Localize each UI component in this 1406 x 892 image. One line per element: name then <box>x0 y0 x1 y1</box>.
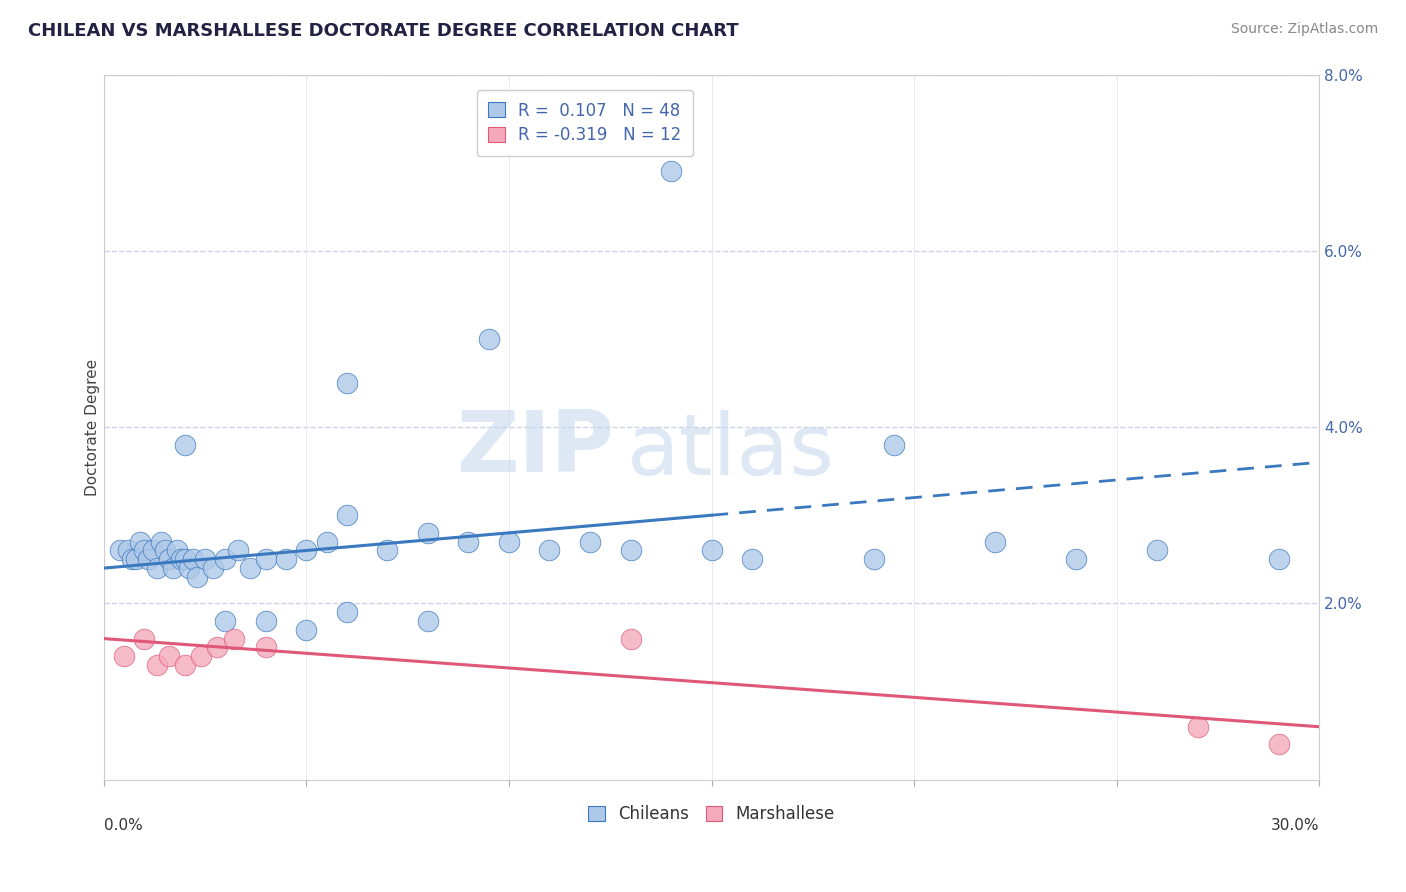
Point <box>166 543 188 558</box>
Point <box>138 552 160 566</box>
Point <box>377 543 399 558</box>
Point <box>145 658 167 673</box>
Point <box>153 543 176 558</box>
Point <box>478 332 501 346</box>
Point <box>162 561 184 575</box>
Text: 0.0%: 0.0% <box>104 818 142 833</box>
Point <box>134 543 156 558</box>
Text: ZIP: ZIP <box>457 407 614 490</box>
Point <box>619 543 641 558</box>
Point <box>538 543 561 558</box>
Point <box>117 543 139 558</box>
Point <box>700 543 723 558</box>
Point <box>336 508 359 523</box>
Point <box>862 552 884 566</box>
Point <box>883 438 905 452</box>
Point <box>276 552 298 566</box>
Legend: Chileans, Marshallese: Chileans, Marshallese <box>579 797 844 831</box>
Point <box>1267 552 1289 566</box>
Point <box>1146 543 1168 558</box>
Point <box>202 561 225 575</box>
Point <box>579 534 602 549</box>
Point <box>141 543 163 558</box>
Point <box>145 561 167 575</box>
Point <box>125 552 148 566</box>
Text: CHILEAN VS MARSHALLESE DOCTORATE DEGREE CORRELATION CHART: CHILEAN VS MARSHALLESE DOCTORATE DEGREE … <box>28 22 738 40</box>
Point <box>157 552 180 566</box>
Point <box>416 614 439 628</box>
Point <box>659 164 682 178</box>
Point <box>1267 737 1289 751</box>
Point <box>498 534 520 549</box>
Point <box>315 534 337 549</box>
Point <box>157 649 180 664</box>
Point <box>222 632 245 646</box>
Point <box>177 561 200 575</box>
Point <box>1064 552 1087 566</box>
Point <box>254 640 277 655</box>
Point <box>181 552 204 566</box>
Text: Source: ZipAtlas.com: Source: ZipAtlas.com <box>1230 22 1378 37</box>
Point <box>336 605 359 619</box>
Point <box>254 552 277 566</box>
Point <box>174 438 197 452</box>
Point <box>416 525 439 540</box>
Point <box>207 640 229 655</box>
Point <box>112 649 135 664</box>
Point <box>226 543 249 558</box>
Point <box>121 552 143 566</box>
Text: atlas: atlas <box>627 410 835 493</box>
Point <box>619 632 641 646</box>
Point <box>129 534 152 549</box>
Point <box>295 543 318 558</box>
Point <box>984 534 1007 549</box>
Point <box>254 614 277 628</box>
Y-axis label: Doctorate Degree: Doctorate Degree <box>86 359 100 496</box>
Point <box>174 552 197 566</box>
Point <box>457 534 479 549</box>
Point <box>214 552 236 566</box>
Point <box>190 649 212 664</box>
Text: 30.0%: 30.0% <box>1271 818 1319 833</box>
Point <box>239 561 262 575</box>
Point <box>170 552 193 566</box>
Point <box>336 376 359 390</box>
Point <box>1187 720 1209 734</box>
Point <box>214 614 236 628</box>
Point <box>186 570 208 584</box>
Point <box>108 543 131 558</box>
Point <box>174 658 197 673</box>
Point <box>741 552 763 566</box>
Point <box>149 534 172 549</box>
Point <box>295 623 318 637</box>
Point <box>134 632 156 646</box>
Point <box>194 552 217 566</box>
